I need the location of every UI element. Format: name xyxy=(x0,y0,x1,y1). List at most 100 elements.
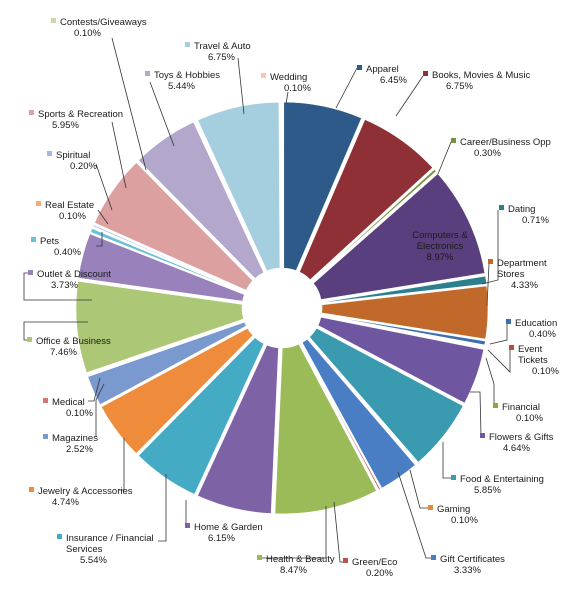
leader-line xyxy=(95,163,113,211)
slice-label: Toys & Hobbies 5.44% xyxy=(154,70,220,92)
leader-line xyxy=(489,322,508,345)
pie-slices xyxy=(75,101,489,515)
legend-swatch xyxy=(343,558,348,563)
legend-swatch xyxy=(509,345,514,350)
leader-line xyxy=(237,57,245,115)
legend-swatch xyxy=(27,337,32,342)
pie-slice-home-garden xyxy=(197,344,279,514)
legend-swatch xyxy=(185,523,190,528)
slice-label: Sports & Recreation 5.95% xyxy=(38,109,123,131)
pie-slice-contests-giveaways xyxy=(194,120,266,273)
slice-label: Green/Eco 0.20% xyxy=(352,557,397,579)
slice-label: Medical 0.10% xyxy=(52,397,93,419)
leader-line xyxy=(111,121,127,189)
pie-slice-spiritual xyxy=(92,224,246,293)
slice-label: Event Tickets 0.10% xyxy=(518,344,559,377)
slice-label: Department Stores 4.33% xyxy=(497,258,547,291)
legend-swatch xyxy=(480,433,485,438)
slice-label: Insurance / Financial Services 5.54% xyxy=(66,533,154,566)
pie-slice-office-business xyxy=(75,280,245,374)
leader-line xyxy=(486,263,490,307)
leader-line xyxy=(111,37,147,171)
slice-label: Office & Business 7.46% xyxy=(36,336,111,358)
slice-label: Spiritual 0.20% xyxy=(56,150,97,172)
leader-line xyxy=(149,81,175,147)
slice-label: Home & Garden 6.15% xyxy=(194,522,263,544)
slice-label: Books, Movies & Music 6.75% xyxy=(432,70,530,92)
slice-label: Jewelry & Accessories 4.74% xyxy=(38,486,133,508)
pie-slice-health-beauty xyxy=(274,343,377,515)
pie-slice-gift-certificates xyxy=(301,338,416,489)
slice-label: Dating 0.71% xyxy=(508,204,549,226)
pie-slice-education xyxy=(321,314,486,346)
leader-line xyxy=(409,469,429,509)
slice-label: Gaming 0.10% xyxy=(437,504,478,526)
leader-line xyxy=(470,391,482,437)
pie-slice-wedding xyxy=(280,101,283,269)
slice-label: Health & Beauty 8.47% xyxy=(266,554,335,576)
leader-line xyxy=(95,383,105,437)
legend-swatch xyxy=(51,18,56,23)
legend-swatch xyxy=(145,71,150,76)
legend-swatch xyxy=(499,205,504,210)
legend-swatch xyxy=(29,487,34,492)
pie-slice-pets xyxy=(90,228,246,294)
legend-swatch xyxy=(43,398,48,403)
leader-line xyxy=(118,438,125,491)
leader-line xyxy=(397,471,432,559)
leader-line xyxy=(333,501,344,563)
legend-swatch xyxy=(451,475,456,480)
leader-line xyxy=(437,141,452,175)
slice-label: Career/Business Opp 0.30% xyxy=(460,137,551,159)
leader-line xyxy=(395,75,424,117)
slice-labels: Apparel 6.45% Books, Movies & Music 6.75% Ca… xyxy=(27,17,559,579)
leader-lines xyxy=(23,37,511,563)
pie-slice-gaming xyxy=(307,337,418,465)
legend-swatch xyxy=(43,434,48,439)
legend-swatch xyxy=(506,319,511,324)
leader-line xyxy=(158,474,167,542)
slice-label: Gift Certificates 3.33% xyxy=(440,554,505,576)
legend-swatch xyxy=(431,555,436,560)
pie-slice-food-entertaining xyxy=(309,327,464,463)
legend-swatch xyxy=(488,259,493,264)
slice-label: Magazines 2.52% xyxy=(52,433,98,455)
legend-swatch xyxy=(257,555,262,560)
pie-slice-jewelry-accessories xyxy=(100,327,254,454)
slice-label: Contests/Giveaways 0.10% xyxy=(60,17,147,39)
legend-swatch xyxy=(493,403,498,408)
legend-swatch xyxy=(451,138,456,143)
pie-slice-outlet-discount xyxy=(77,233,245,302)
leader-line xyxy=(485,357,495,406)
legend-swatch xyxy=(29,110,34,115)
legend-swatch xyxy=(423,71,428,76)
legend-swatch xyxy=(57,534,62,539)
pie-slice-apparel xyxy=(283,101,362,272)
pie-slice-green-eco xyxy=(300,342,381,491)
legend-swatch xyxy=(261,73,266,78)
pie-slice-sports-recreation xyxy=(94,162,254,291)
leader-line xyxy=(335,67,358,109)
pie-slice-department-stores xyxy=(321,285,489,340)
pie-slice-medical xyxy=(86,320,245,376)
leader-line xyxy=(487,349,511,373)
pie-slice-real-estate xyxy=(92,226,246,293)
slice-label: Outlet & Discount 3.73% xyxy=(37,269,111,291)
leader-line xyxy=(23,272,92,301)
leader-line xyxy=(285,91,289,105)
legend-swatch xyxy=(185,42,190,47)
legend-swatch xyxy=(36,201,41,206)
slice-label: Financial 0.10% xyxy=(502,402,543,424)
pie-slice-toys-hobbies xyxy=(138,121,265,279)
legend-swatch xyxy=(428,505,433,510)
legend-swatch xyxy=(47,151,52,156)
slice-label: Education 0.40% xyxy=(515,318,557,340)
legend-swatch xyxy=(357,65,362,70)
legend-swatch xyxy=(31,237,36,242)
slice-label: Pets 0.40% xyxy=(40,236,81,258)
pie-slice-flowers-gifts xyxy=(317,316,485,404)
pie-slice-career-business-opp xyxy=(311,168,437,282)
leader-line xyxy=(97,209,109,225)
pie-slice-dating xyxy=(321,275,487,304)
